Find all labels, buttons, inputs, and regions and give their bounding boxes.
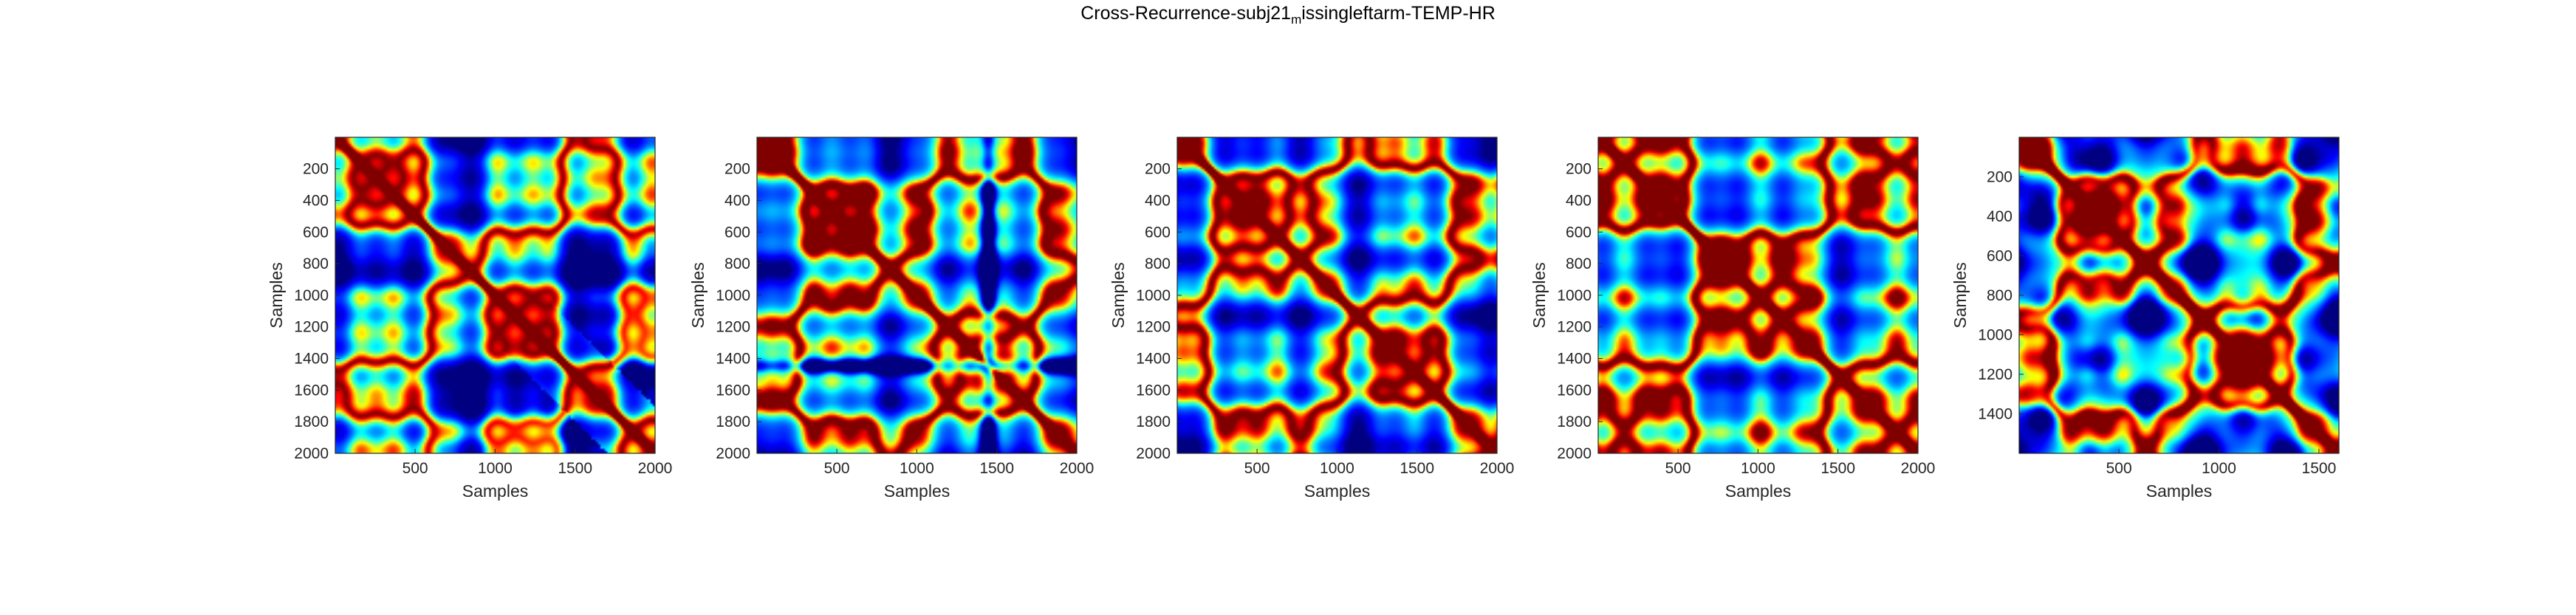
y-axis-label: Samples — [267, 262, 286, 328]
x-tick-label: 500 — [1244, 460, 1270, 477]
x-tick-label: 500 — [1665, 460, 1691, 477]
x-tick-label: 500 — [824, 460, 850, 477]
y-axis-label: Samples — [1950, 262, 1970, 328]
figure-title: Cross-Recurrence-subj21missingleftarm-TE… — [0, 3, 2576, 27]
heatmap-image — [335, 137, 655, 453]
y-tick-label: 2000 — [1557, 445, 1592, 462]
y-tick-label: 800 — [303, 255, 329, 272]
x-tick-label: 2000 — [1060, 460, 1095, 477]
y-tick-label: 1400 — [1557, 351, 1592, 368]
y-tick-label: 1400 — [1136, 351, 1171, 368]
y-tick-label: 400 — [1566, 192, 1592, 209]
x-tick-label: 1000 — [2202, 460, 2236, 477]
y-tick-label: 1200 — [294, 319, 329, 336]
y-tick-label: 600 — [1145, 224, 1171, 241]
y-tick-label: 800 — [1145, 255, 1171, 272]
y-tick-label: 400 — [724, 192, 750, 209]
x-tick-label: 1000 — [900, 460, 934, 477]
y-tick-label: 1800 — [1557, 413, 1592, 430]
y-tick-label: 800 — [1566, 255, 1592, 272]
x-tick-label: 1000 — [478, 460, 513, 477]
y-tick-label: 1800 — [1136, 413, 1171, 430]
y-tick-label: 2000 — [294, 445, 329, 462]
y-tick-label: 800 — [724, 255, 750, 272]
figure-title-prefix: Cross-Recurrence-subj21 — [1080, 3, 1292, 24]
subplot-5: 500 1000 1500 200 400 600 800 1000 1200 1400 Sampl… — [1950, 137, 2340, 501]
x-tick-label: 2000 — [1901, 460, 1936, 477]
y-tick-label: 1000 — [1557, 287, 1592, 304]
y-tick-label: 200 — [303, 161, 329, 178]
y-tick-label: 1000 — [1978, 326, 2012, 343]
y-tick-label: 400 — [1987, 208, 2012, 225]
y-tick-label: 2000 — [1136, 445, 1171, 462]
heatmap-image — [757, 137, 1077, 453]
x-axis-label: Samples — [2146, 481, 2212, 501]
heatmap-image — [2019, 137, 2339, 453]
y-tick-label: 1400 — [294, 351, 329, 368]
subplot-3: 500 1000 1500 2000 200 400 600 800 1000 1200 1400 1… — [1109, 137, 1514, 501]
figure-title-suffix: issingleftarm-TEMP-HR — [1301, 3, 1496, 24]
y-tick-label: 400 — [1145, 192, 1171, 209]
y-tick-label: 600 — [303, 224, 329, 241]
subplot-4: 500 1000 1500 2000 200 400 600 800 1000 1200 1400 1… — [1530, 137, 1935, 501]
y-tick-label: 1600 — [1136, 382, 1171, 399]
y-tick-label: 800 — [1987, 287, 2012, 304]
y-tick-label: 1200 — [1978, 366, 2012, 383]
y-tick-label: 1000 — [1136, 287, 1171, 304]
figure-title-subscript: m — [1291, 13, 1302, 27]
y-tick-label: 1200 — [1136, 319, 1171, 336]
y-tick-label: 1200 — [716, 319, 750, 336]
y-tick-label: 1600 — [716, 382, 750, 399]
heatmap-image — [1598, 137, 1918, 453]
y-tick-label: 1600 — [1557, 382, 1592, 399]
x-tick-label: 1500 — [1400, 460, 1434, 477]
y-tick-label: 2000 — [716, 445, 750, 462]
y-tick-label: 1200 — [1557, 319, 1592, 336]
x-axis-label: Samples — [462, 481, 528, 501]
x-tick-label: 1000 — [1741, 460, 1775, 477]
y-tick-label: 200 — [1145, 161, 1171, 178]
x-tick-label: 1500 — [979, 460, 1014, 477]
heatmap-image — [1177, 137, 1497, 453]
x-tick-label: 2000 — [638, 460, 673, 477]
x-axis-label: Samples — [1725, 481, 1791, 501]
x-axis-label: Samples — [884, 481, 950, 501]
x-axis-label: Samples — [1304, 481, 1370, 501]
y-tick-label: 1000 — [716, 287, 750, 304]
y-tick-label: 200 — [724, 161, 750, 178]
x-tick-label: 1500 — [2302, 460, 2337, 477]
y-tick-label: 1400 — [716, 351, 750, 368]
subplot-1: 500 1000 1500 2000 200 400 600 800 1000 1200 1400 1… — [267, 137, 672, 501]
y-tick-label: 1800 — [716, 413, 750, 430]
y-tick-label: 1000 — [294, 287, 329, 304]
subplot-2: 500 1000 1500 2000 200 400 600 800 1000 1200 1400 1… — [688, 137, 1094, 501]
x-tick-label: 2000 — [1480, 460, 1515, 477]
y-axis-label: Samples — [688, 262, 708, 328]
y-tick-label: 1400 — [1978, 405, 2012, 422]
x-tick-label: 1000 — [1320, 460, 1354, 477]
y-tick-label: 600 — [1987, 247, 2012, 264]
x-tick-label: 1500 — [1820, 460, 1855, 477]
x-tick-label: 1500 — [558, 460, 592, 477]
y-tick-label: 400 — [303, 192, 329, 209]
y-tick-label: 1600 — [294, 382, 329, 399]
y-axis-label: Samples — [1109, 262, 1128, 328]
x-tick-label: 500 — [402, 460, 428, 477]
y-tick-label: 600 — [1566, 224, 1592, 241]
y-tick-label: 1800 — [294, 413, 329, 430]
x-tick-label: 500 — [2106, 460, 2132, 477]
y-tick-label: 200 — [1987, 168, 2012, 185]
y-axis-label: Samples — [1530, 262, 1549, 328]
y-tick-label: 600 — [724, 224, 750, 241]
y-tick-label: 200 — [1566, 161, 1592, 178]
